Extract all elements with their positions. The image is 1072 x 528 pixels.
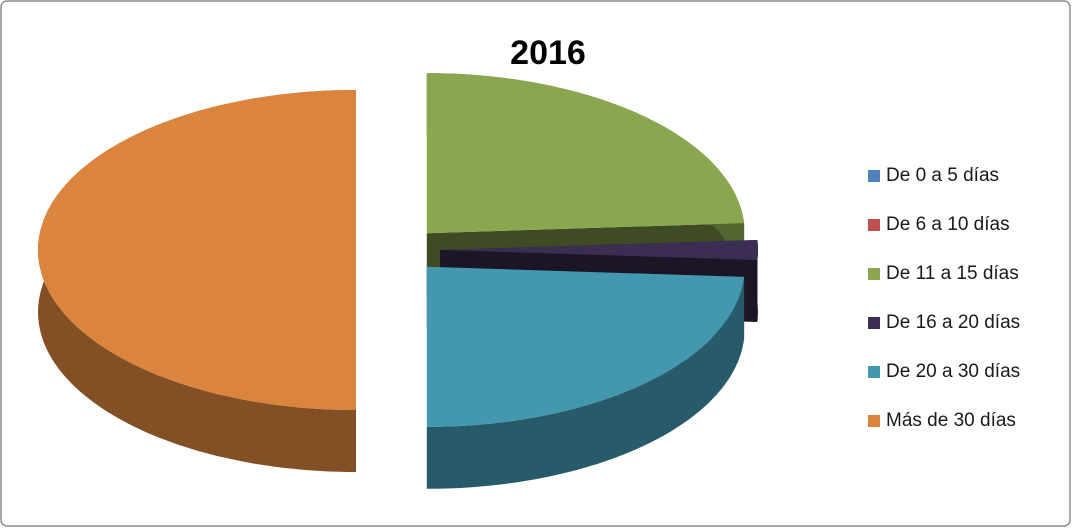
slice <box>426 266 745 427</box>
legend-swatch <box>868 317 880 329</box>
legend-label: De 11 a 15 días <box>886 263 1019 284</box>
chart-title: 2016 <box>510 34 586 72</box>
legend-label: De 0 a 5 días <box>886 165 999 186</box>
legend-swatch <box>868 415 880 427</box>
slice <box>440 240 758 260</box>
legend-label: De 16 a 20 días <box>886 312 1020 333</box>
slice <box>426 73 745 234</box>
legend-label: De 20 a 30 días <box>886 361 1020 382</box>
slice <box>38 90 356 410</box>
legend-label: Más de 30 días <box>886 410 1016 431</box>
legend-swatch <box>868 170 880 182</box>
legend-swatch <box>868 366 880 378</box>
slice-side <box>426 276 745 489</box>
legend-label: De 6 a 10 días <box>886 214 1010 235</box>
legend-swatch <box>868 268 880 280</box>
legend-swatch <box>868 219 880 231</box>
